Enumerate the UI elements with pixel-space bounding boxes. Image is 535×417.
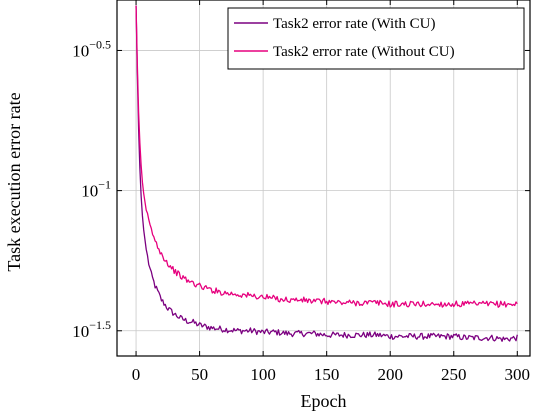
y-tick-label: 10−1.5 — [72, 318, 111, 341]
x-tick-label: 100 — [250, 365, 276, 384]
legend-label-without-cu: Task2 error rate (Without CU) — [273, 44, 455, 60]
legend-label-with-cu: Task2 error rate (With CU) — [273, 16, 435, 32]
x-tick-label: 200 — [377, 365, 403, 384]
x-tick-label: 0 — [132, 365, 141, 384]
series-lines — [135, 5, 518, 342]
x-tick-label: 300 — [505, 365, 531, 384]
x-tick-label: 250 — [441, 365, 467, 384]
y-tick-label: 10−1 — [81, 178, 111, 201]
x-tick-label: 50 — [191, 365, 208, 384]
legend: Task2 error rate (With CU) Task2 error r… — [227, 7, 525, 70]
legend-box — [227, 7, 525, 70]
x-axis-label: Epoch — [301, 391, 347, 411]
y-axis-label: Task execution error rate — [4, 92, 24, 271]
x-tick-label: 150 — [314, 365, 340, 384]
axis-ticks: 0 50 100 150 200 250 300 10−0.5 10−1 10−1.5 — [72, 0, 530, 384]
plot-frame — [116, 0, 531, 357]
series-line-with-cu — [135, 5, 518, 342]
series-line-without-cu — [135, 5, 518, 308]
y-tick-label: 10−0.5 — [72, 37, 111, 60]
